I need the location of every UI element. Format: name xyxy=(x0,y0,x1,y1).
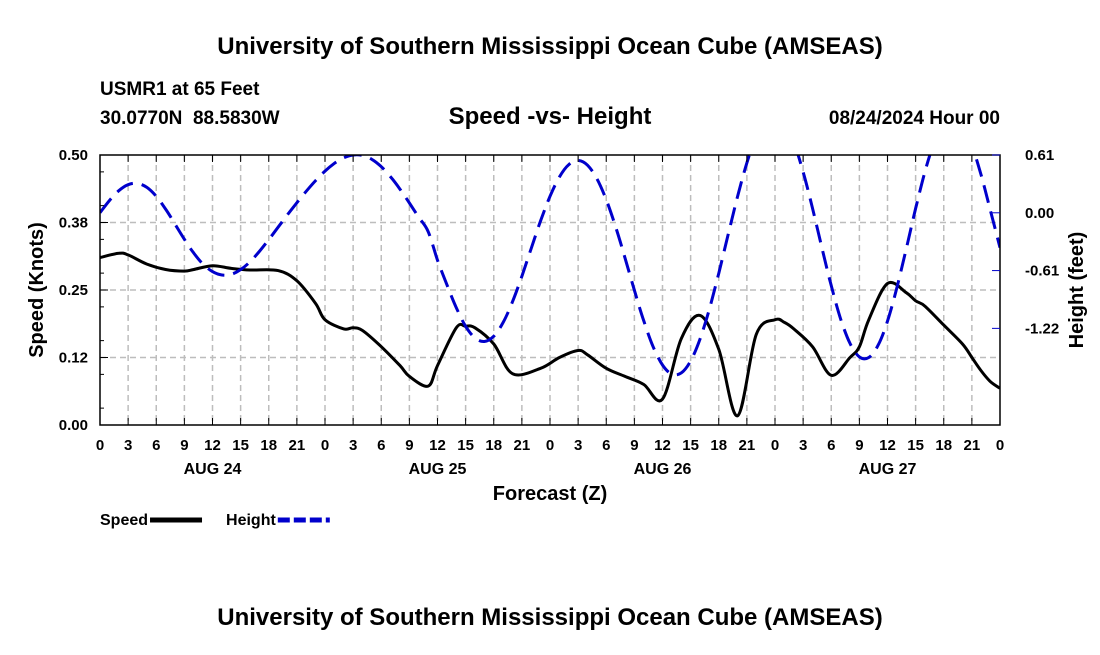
x-tick-label: 6 xyxy=(377,437,385,454)
x-tick-label: 0 xyxy=(771,437,779,454)
x-tick-label: 3 xyxy=(799,437,807,454)
x-tick-label: 9 xyxy=(855,437,863,454)
x-tick-label: 21 xyxy=(289,437,306,454)
y-left-tick-label: 0.25 xyxy=(59,282,88,299)
x-tick-label: 18 xyxy=(710,437,727,454)
x-tick-label: 15 xyxy=(232,437,249,454)
x-tick-label: 12 xyxy=(879,437,896,454)
day-label: AUG 26 xyxy=(634,461,692,478)
x-tick-label: 15 xyxy=(457,437,474,454)
y-left-tick-label: 0.50 xyxy=(59,147,88,164)
day-label: AUG 25 xyxy=(409,461,467,478)
datetime-label: 08/24/2024 Hour 00 xyxy=(829,108,1000,129)
x-tick-label: 0 xyxy=(546,437,554,454)
x-tick-label: 12 xyxy=(204,437,221,454)
y-left-tick-label: 0.38 xyxy=(59,215,88,232)
x-tick-label: 0 xyxy=(96,437,104,454)
y-right-tick-label: -0.61 xyxy=(1025,263,1059,280)
x-tick-label: 3 xyxy=(124,437,132,454)
x-tick-label: 21 xyxy=(739,437,756,454)
chart-title: University of Southern Mississippi Ocean… xyxy=(217,33,882,60)
legend-label: Speed xyxy=(100,512,148,529)
x-tick-label: 15 xyxy=(907,437,924,454)
x-tick-label: 12 xyxy=(654,437,671,454)
day-label: AUG 24 xyxy=(184,461,242,478)
x-tick-label: 12 xyxy=(429,437,446,454)
legend-label: Height xyxy=(226,512,276,529)
x-tick-label: 15 xyxy=(682,437,699,454)
x-tick-label: 18 xyxy=(935,437,952,454)
y-left-tick-label: 0.12 xyxy=(59,350,88,367)
coordinates-label: 30.0770N 88.5830W xyxy=(100,108,280,129)
y-right-tick-label: -1.22 xyxy=(1025,320,1059,337)
y-axis-right-label: Height (feet) xyxy=(1066,232,1088,349)
x-tick-label: 18 xyxy=(260,437,277,454)
axes: 0 3 6 9 12 15 18 21 0 3 6 9 12 15 18 21 0 3 6 9 12 15 18 21 0 3 6 9… xyxy=(59,147,1059,478)
x-tick-label: 21 xyxy=(964,437,981,454)
day-label: AUG 27 xyxy=(859,461,917,478)
x-tick-label: 0 xyxy=(321,437,329,454)
legend: Speed Height xyxy=(100,512,330,529)
x-tick-label: 3 xyxy=(349,437,357,454)
y-right-tick-label: 0.61 xyxy=(1025,147,1054,164)
x-tick-label: 18 xyxy=(485,437,502,454)
height-series-line xyxy=(100,155,1000,377)
x-tick-label: 6 xyxy=(602,437,610,454)
y-axis-left-label: Speed (Knots) xyxy=(26,222,48,358)
x-tick-label: 3 xyxy=(574,437,582,454)
y-left-tick-label: 0.00 xyxy=(59,417,88,434)
series-layer xyxy=(100,155,1000,418)
x-axis-label: Forecast (Z) xyxy=(493,483,607,505)
x-tick-label: 21 xyxy=(514,437,531,454)
x-tick-label: 0 xyxy=(996,437,1004,454)
y-right-tick-label: 0.00 xyxy=(1025,205,1054,222)
x-tick-label: 6 xyxy=(152,437,160,454)
x-tick-label: 9 xyxy=(180,437,188,454)
x-tick-label: 6 xyxy=(827,437,835,454)
footer-title: University of Southern Mississippi Ocean… xyxy=(217,604,882,631)
x-tick-label: 9 xyxy=(630,437,638,454)
x-tick-label: 9 xyxy=(405,437,413,454)
station-label: USMR1 at 65 Feet xyxy=(100,79,260,100)
chart-subtitle: Speed -vs- Height xyxy=(449,103,652,130)
speed-series-line xyxy=(100,251,1000,418)
